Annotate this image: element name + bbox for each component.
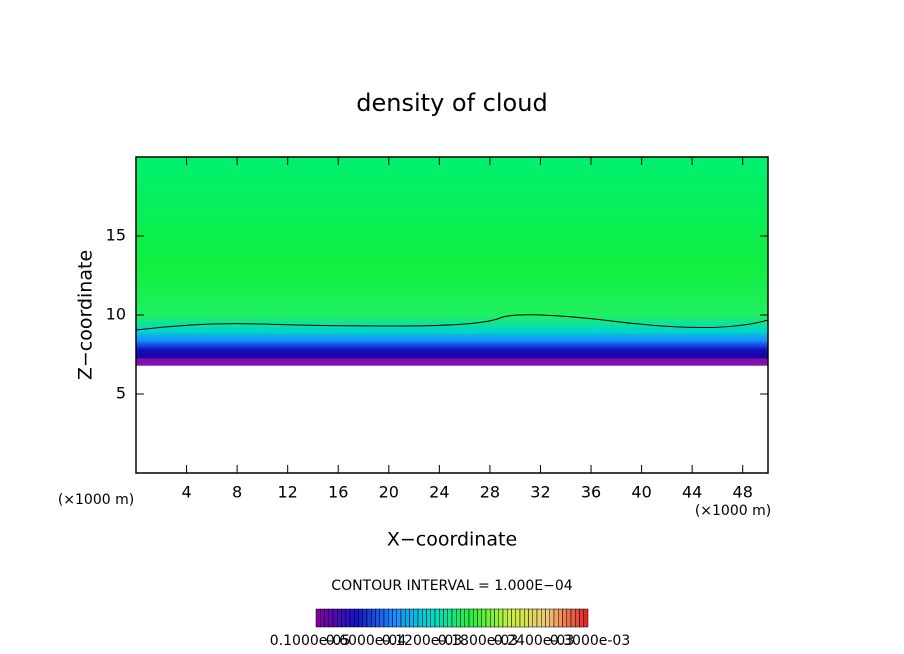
cloud-field: [136, 157, 768, 473]
x-tick-label: 8: [232, 483, 242, 502]
colorbar-cell: [383, 608, 389, 628]
colorbar-label: 0.6000e-04: [326, 633, 407, 649]
colorbar-cell: [434, 608, 440, 628]
colorbar-cell: [558, 608, 563, 628]
colorbar-cell: [451, 608, 457, 628]
colorbar-cell: [358, 608, 363, 628]
colorbar-cell: [583, 608, 589, 628]
colorbar-label: 0.3000e-03: [550, 633, 630, 649]
colorbar-cell: [562, 608, 567, 628]
y-tick-label: 5: [116, 384, 126, 403]
colorbar-cell: [545, 608, 550, 628]
colorbar-cell: [400, 608, 406, 628]
colorbar-cell: [315, 608, 321, 628]
colorbar-cell: [502, 608, 508, 628]
contour-interval: CONTOUR INTERVAL = 1.000E−04: [331, 578, 572, 594]
colorbar-cell: [405, 608, 410, 628]
x-axis-label: X−coordinate: [387, 529, 517, 551]
colorbar-cell: [485, 608, 491, 628]
y-axis-label: Z−coordinate: [75, 250, 97, 380]
colorbar: 0.1000e-050.6000e-040.1200e-030.1800e-03…: [270, 608, 630, 649]
colorbar-cell: [477, 608, 482, 628]
colorbar-cell: [528, 608, 533, 628]
x-unit: (×1000 m): [695, 503, 771, 519]
colorbar-cell: [371, 608, 376, 628]
colorbar-cell: [468, 608, 474, 628]
colorbar-cell: [375, 608, 380, 628]
colorbar-cell: [409, 608, 414, 628]
colorbar-label: 0.1000e-05: [270, 633, 350, 649]
colorbar-cell: [426, 608, 431, 628]
x-tick-label: 24: [429, 483, 449, 502]
colorbar-cell: [494, 608, 499, 628]
colorbar-cell: [575, 608, 580, 628]
colorbar-cell: [536, 608, 542, 628]
colorbar-cell: [481, 608, 487, 628]
colorbar-cell: [498, 608, 504, 628]
x-tick-label: 28: [480, 483, 500, 502]
x-tick-label: 32: [530, 483, 550, 502]
colorbar-cell: [345, 608, 351, 628]
colorbar-cell: [519, 608, 525, 628]
colorbar-cell: [566, 608, 572, 628]
colorbar-cell: [392, 608, 397, 628]
colorbar-cell: [439, 608, 444, 628]
y-unit: (×1000 m): [58, 492, 134, 508]
chart-title: density of cloud: [356, 89, 547, 117]
colorbar-cell: [332, 608, 338, 628]
colorbar-cell: [447, 608, 453, 628]
y-tick-label: 15: [106, 226, 126, 245]
colorbar-cell: [507, 608, 512, 628]
colorbar-cell: [362, 608, 368, 628]
x-tick-label: 36: [581, 483, 601, 502]
colorbar-cell: [549, 608, 555, 628]
y-tick-label: 10: [106, 305, 126, 324]
colorbar-cell: [490, 608, 495, 628]
colorbar-cell: [473, 608, 478, 628]
x-tick-label: 12: [278, 483, 298, 502]
colorbar-cell: [366, 608, 372, 628]
colorbar-cell: [570, 608, 576, 628]
colorbar-cell: [354, 608, 359, 628]
x-tick-label: 48: [733, 483, 753, 502]
colorbar-cell: [443, 608, 448, 628]
colorbar-cell: [341, 608, 346, 628]
colorbar-cell: [328, 608, 334, 628]
colorbar-cell: [456, 608, 461, 628]
colorbar-cell: [388, 608, 393, 628]
colorbar-cell: [541, 608, 546, 628]
colorbar-cell: [553, 608, 559, 628]
colorbar-cell: [464, 608, 470, 628]
colorbar-cell: [511, 608, 516, 628]
colorbar-cell: [532, 608, 538, 628]
colorbar-cell: [524, 608, 529, 628]
contour-line: [135, 314, 769, 331]
colorbar-cell: [379, 608, 385, 628]
x-tick-label: 16: [328, 483, 348, 502]
x-tick-label: 44: [682, 483, 702, 502]
x-tick-label: 20: [379, 483, 399, 502]
colorbar-label: 0.1200e-03: [382, 633, 462, 649]
colorbar-cell: [320, 608, 325, 628]
colorbar-label: 0.2400e-03: [494, 633, 574, 649]
colorbar-cell: [396, 608, 402, 628]
colorbar-cell: [515, 608, 521, 628]
colorbar-cell: [337, 608, 342, 628]
colorbar-cell: [417, 608, 423, 628]
x-tick-label: 4: [181, 483, 191, 502]
colorbar-cell: [324, 608, 329, 628]
colorbar-cell: [422, 608, 427, 628]
colorbar-cell: [579, 608, 584, 628]
colorbar-cell: [413, 608, 419, 628]
x-tick-label: 40: [631, 483, 651, 502]
colorbar-cell: [430, 608, 436, 628]
colorbar-cell: [349, 608, 355, 628]
colorbar-label: 0.1800e-03: [438, 633, 518, 649]
colorbar-cell: [460, 608, 465, 628]
